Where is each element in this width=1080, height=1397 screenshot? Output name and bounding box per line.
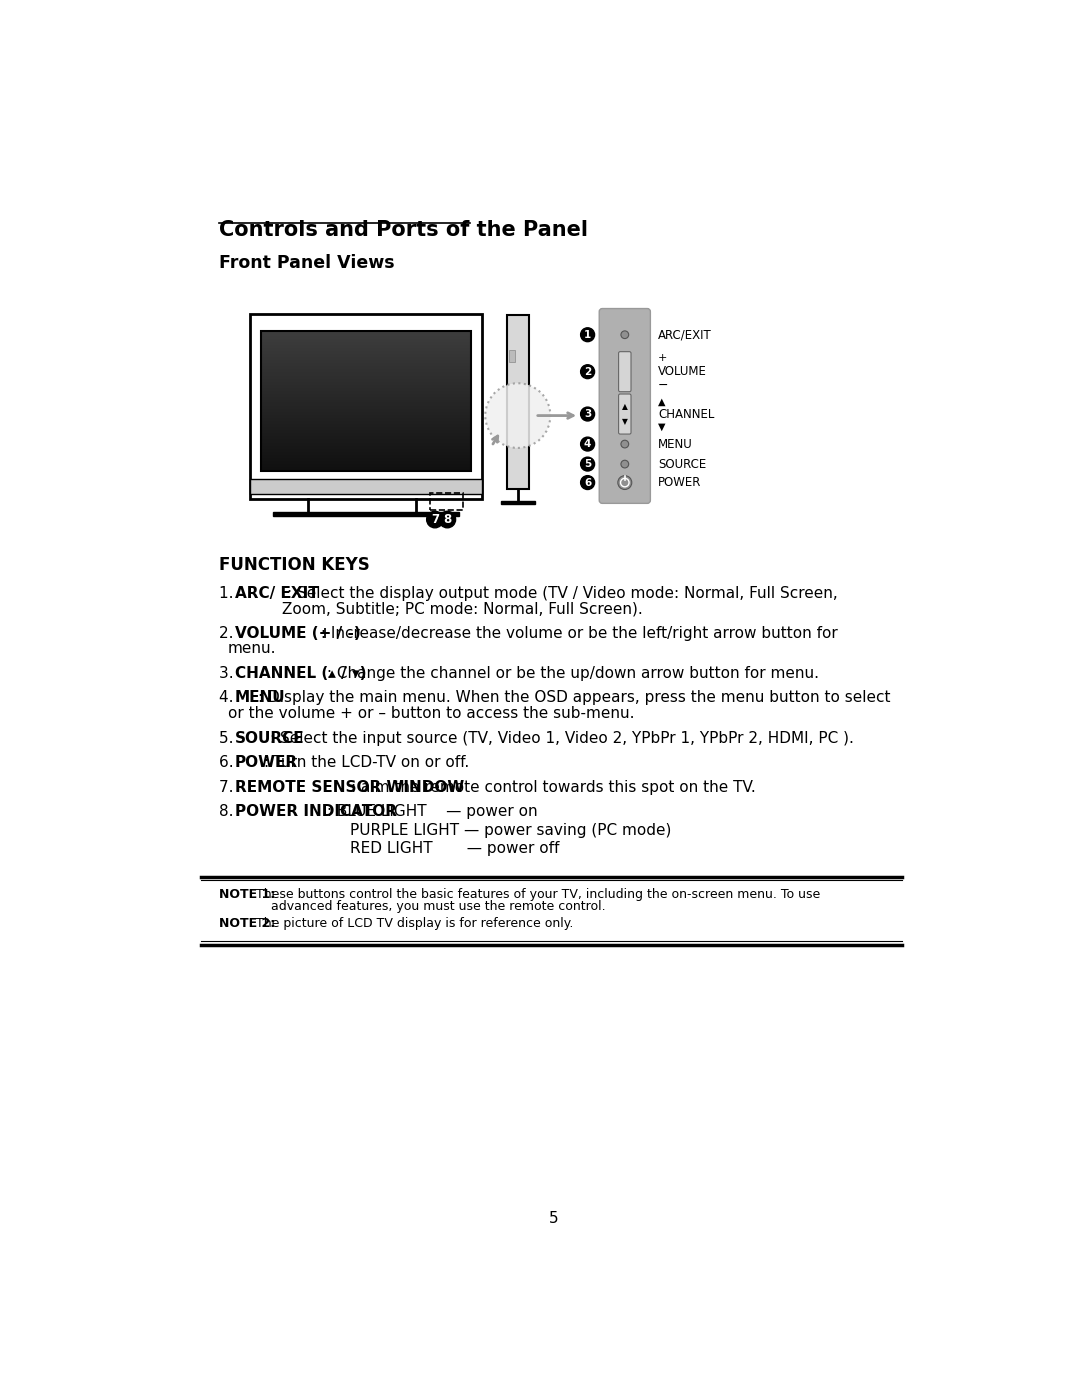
Text: −: − [658,379,669,393]
Circle shape [485,383,551,448]
Text: 8.: 8. [218,805,238,820]
Text: Zoom, Subtitle; PC mode: Normal, Full Screen).: Zoom, Subtitle; PC mode: Normal, Full Sc… [282,601,643,616]
Text: 5: 5 [549,1211,558,1227]
Text: : Increase/decrease the volume or be the left/right arrow button for: : Increase/decrease the volume or be the… [316,626,838,641]
Circle shape [621,460,629,468]
Text: PURPLE LIGHT — power saving (PC mode): PURPLE LIGHT — power saving (PC mode) [350,823,672,838]
Text: VOLUME (+ / -): VOLUME (+ / -) [235,626,361,641]
Text: SOURCE: SOURCE [658,458,706,471]
Text: 1: 1 [584,330,591,339]
Text: The picture of LCD TV display is for reference only.: The picture of LCD TV display is for ref… [253,916,573,930]
Circle shape [581,365,595,379]
Text: 1.: 1. [218,585,238,601]
Text: : BLUE LIGHT    — power on: : BLUE LIGHT — power on [322,805,538,820]
Circle shape [581,407,595,420]
Bar [261,331,471,471]
Text: 5.: 5. [218,731,238,746]
Text: 7: 7 [431,513,438,527]
Text: CHANNEL (▴ / ▾): CHANNEL (▴ / ▾) [235,666,366,680]
Text: advanced features, you must use the remote control.: advanced features, you must use the remo… [271,900,605,912]
Bar [509,351,515,362]
Bar [501,502,535,504]
Text: 4: 4 [584,439,591,448]
Circle shape [581,437,595,451]
Text: MENU: MENU [658,437,693,451]
Text: ARC/EXIT: ARC/EXIT [658,328,712,341]
Text: FUNCTION KEYS: FUNCTION KEYS [218,556,369,574]
Text: or the volume + or – button to access the sub-menu.: or the volume + or – button to access th… [228,705,635,721]
Text: 6.: 6. [218,756,239,770]
Text: POWER: POWER [235,756,298,770]
Text: : Display the main menu. When the OSD appears, press the menu button to select: : Display the main menu. When the OSD ap… [258,690,891,705]
Text: 7.: 7. [218,780,238,795]
Text: ▼: ▼ [658,422,665,432]
Text: These buttons control the basic features of your TV, including the on-screen men: These buttons control the basic features… [253,887,821,901]
Circle shape [581,475,595,489]
Text: 6: 6 [584,478,591,488]
Text: SOURCE: SOURCE [235,731,305,746]
Text: RED LIGHT       — power off: RED LIGHT — power off [350,841,559,856]
Text: ▲: ▲ [622,402,627,411]
Text: VOLUME: VOLUME [658,365,707,379]
Bar [249,479,482,495]
Text: : Select the display output mode (TV / Video mode: Normal, Full Screen,: : Select the display output mode (TV / V… [287,585,838,601]
Text: ▼: ▼ [622,418,627,426]
Text: menu.: menu. [228,641,276,657]
Text: 3: 3 [584,409,591,419]
Text: POWER INDICATOR: POWER INDICATOR [235,805,397,820]
FancyBboxPatch shape [619,352,631,391]
Bar [249,314,482,499]
Bar [430,493,463,510]
Text: MENU: MENU [235,690,285,705]
Circle shape [581,457,595,471]
Text: 8: 8 [443,513,451,527]
Bar [507,316,529,489]
Text: CHANNEL: CHANNEL [658,408,715,420]
Text: 2: 2 [584,366,591,377]
Text: NOTE 1:: NOTE 1: [218,887,275,901]
FancyBboxPatch shape [619,394,631,434]
Bar [273,511,459,515]
Circle shape [621,440,629,448]
FancyBboxPatch shape [599,309,650,503]
Circle shape [618,475,632,489]
Text: REMOTE SENSOR WINDOW: REMOTE SENSOR WINDOW [235,780,464,795]
Text: NOTE 2:: NOTE 2: [218,916,275,930]
Text: Controls and Ports of the Panel: Controls and Ports of the Panel [218,219,588,240]
Text: +: + [658,353,667,363]
Text: POWER: POWER [658,476,702,489]
Text: : Turn the LCD-TV on or off.: : Turn the LCD-TV on or off. [264,756,470,770]
Text: ARC/ EXIT: ARC/ EXIT [235,585,319,601]
Text: 5: 5 [584,460,591,469]
Text: 4.: 4. [218,690,238,705]
Text: ▲: ▲ [658,397,665,407]
Text: Front Panel Views: Front Panel Views [218,254,394,272]
Text: : Select the input source (TV, Video 1, Video 2, YPbPr 1, YPbPr 2, HDMI, PC ).: : Select the input source (TV, Video 1, … [270,731,853,746]
Text: 3.: 3. [218,666,239,680]
Text: : Change the channel or be the up/down arrow button for menu.: : Change the channel or be the up/down a… [322,666,819,680]
Text: 2.: 2. [218,626,238,641]
Circle shape [621,331,629,338]
Circle shape [581,328,595,342]
Text: : aim the remote control towards this spot on the TV.: : aim the remote control towards this sp… [351,780,756,795]
